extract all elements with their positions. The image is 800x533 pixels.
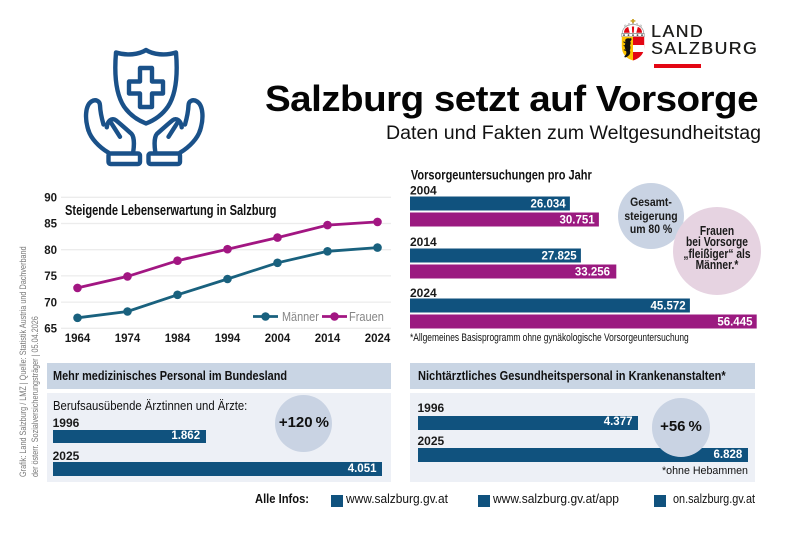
- svg-text:45.572: 45.572: [651, 301, 686, 313]
- svg-text:2024: 2024: [365, 333, 391, 345]
- svg-text:2014: 2014: [410, 235, 437, 249]
- svg-text:2024: 2024: [410, 286, 437, 300]
- svg-text:75: 75: [44, 271, 57, 283]
- svg-text:85: 85: [44, 219, 57, 231]
- svg-text:70: 70: [44, 297, 57, 309]
- svg-text:2004: 2004: [410, 184, 437, 198]
- svg-text:30.751: 30.751: [560, 215, 596, 227]
- svg-text:1984: 1984: [165, 333, 191, 345]
- svg-text:*Allgemeines Basisprogramm ohn: *Allgemeines Basisprogramm ohne gynäkolo…: [410, 332, 689, 344]
- svg-text:2014: 2014: [315, 333, 341, 345]
- svg-text:80: 80: [44, 245, 57, 257]
- svg-text:Vorsorgeuntersuchungen pro Jah: Vorsorgeuntersuchungen pro Jahr: [411, 167, 592, 182]
- svg-text:1994: 1994: [215, 333, 241, 345]
- svg-text:1964: 1964: [65, 333, 91, 345]
- svg-text:Steigende Lebenserwartung in S: Steigende Lebenserwartung in Salzburg: [65, 201, 276, 218]
- svg-text:Frauen: Frauen: [349, 310, 384, 324]
- svg-text:56.445: 56.445: [717, 317, 753, 329]
- svg-text:65: 65: [44, 324, 57, 336]
- svg-text:27.825: 27.825: [542, 251, 578, 263]
- svg-text:1974: 1974: [115, 333, 141, 345]
- svg-text:90: 90: [44, 193, 57, 205]
- svg-text:33.256: 33.256: [575, 267, 610, 279]
- svg-text:26.034: 26.034: [531, 199, 567, 211]
- svg-text:2004: 2004: [265, 333, 291, 345]
- svg-text:Männer: Männer: [282, 310, 319, 324]
